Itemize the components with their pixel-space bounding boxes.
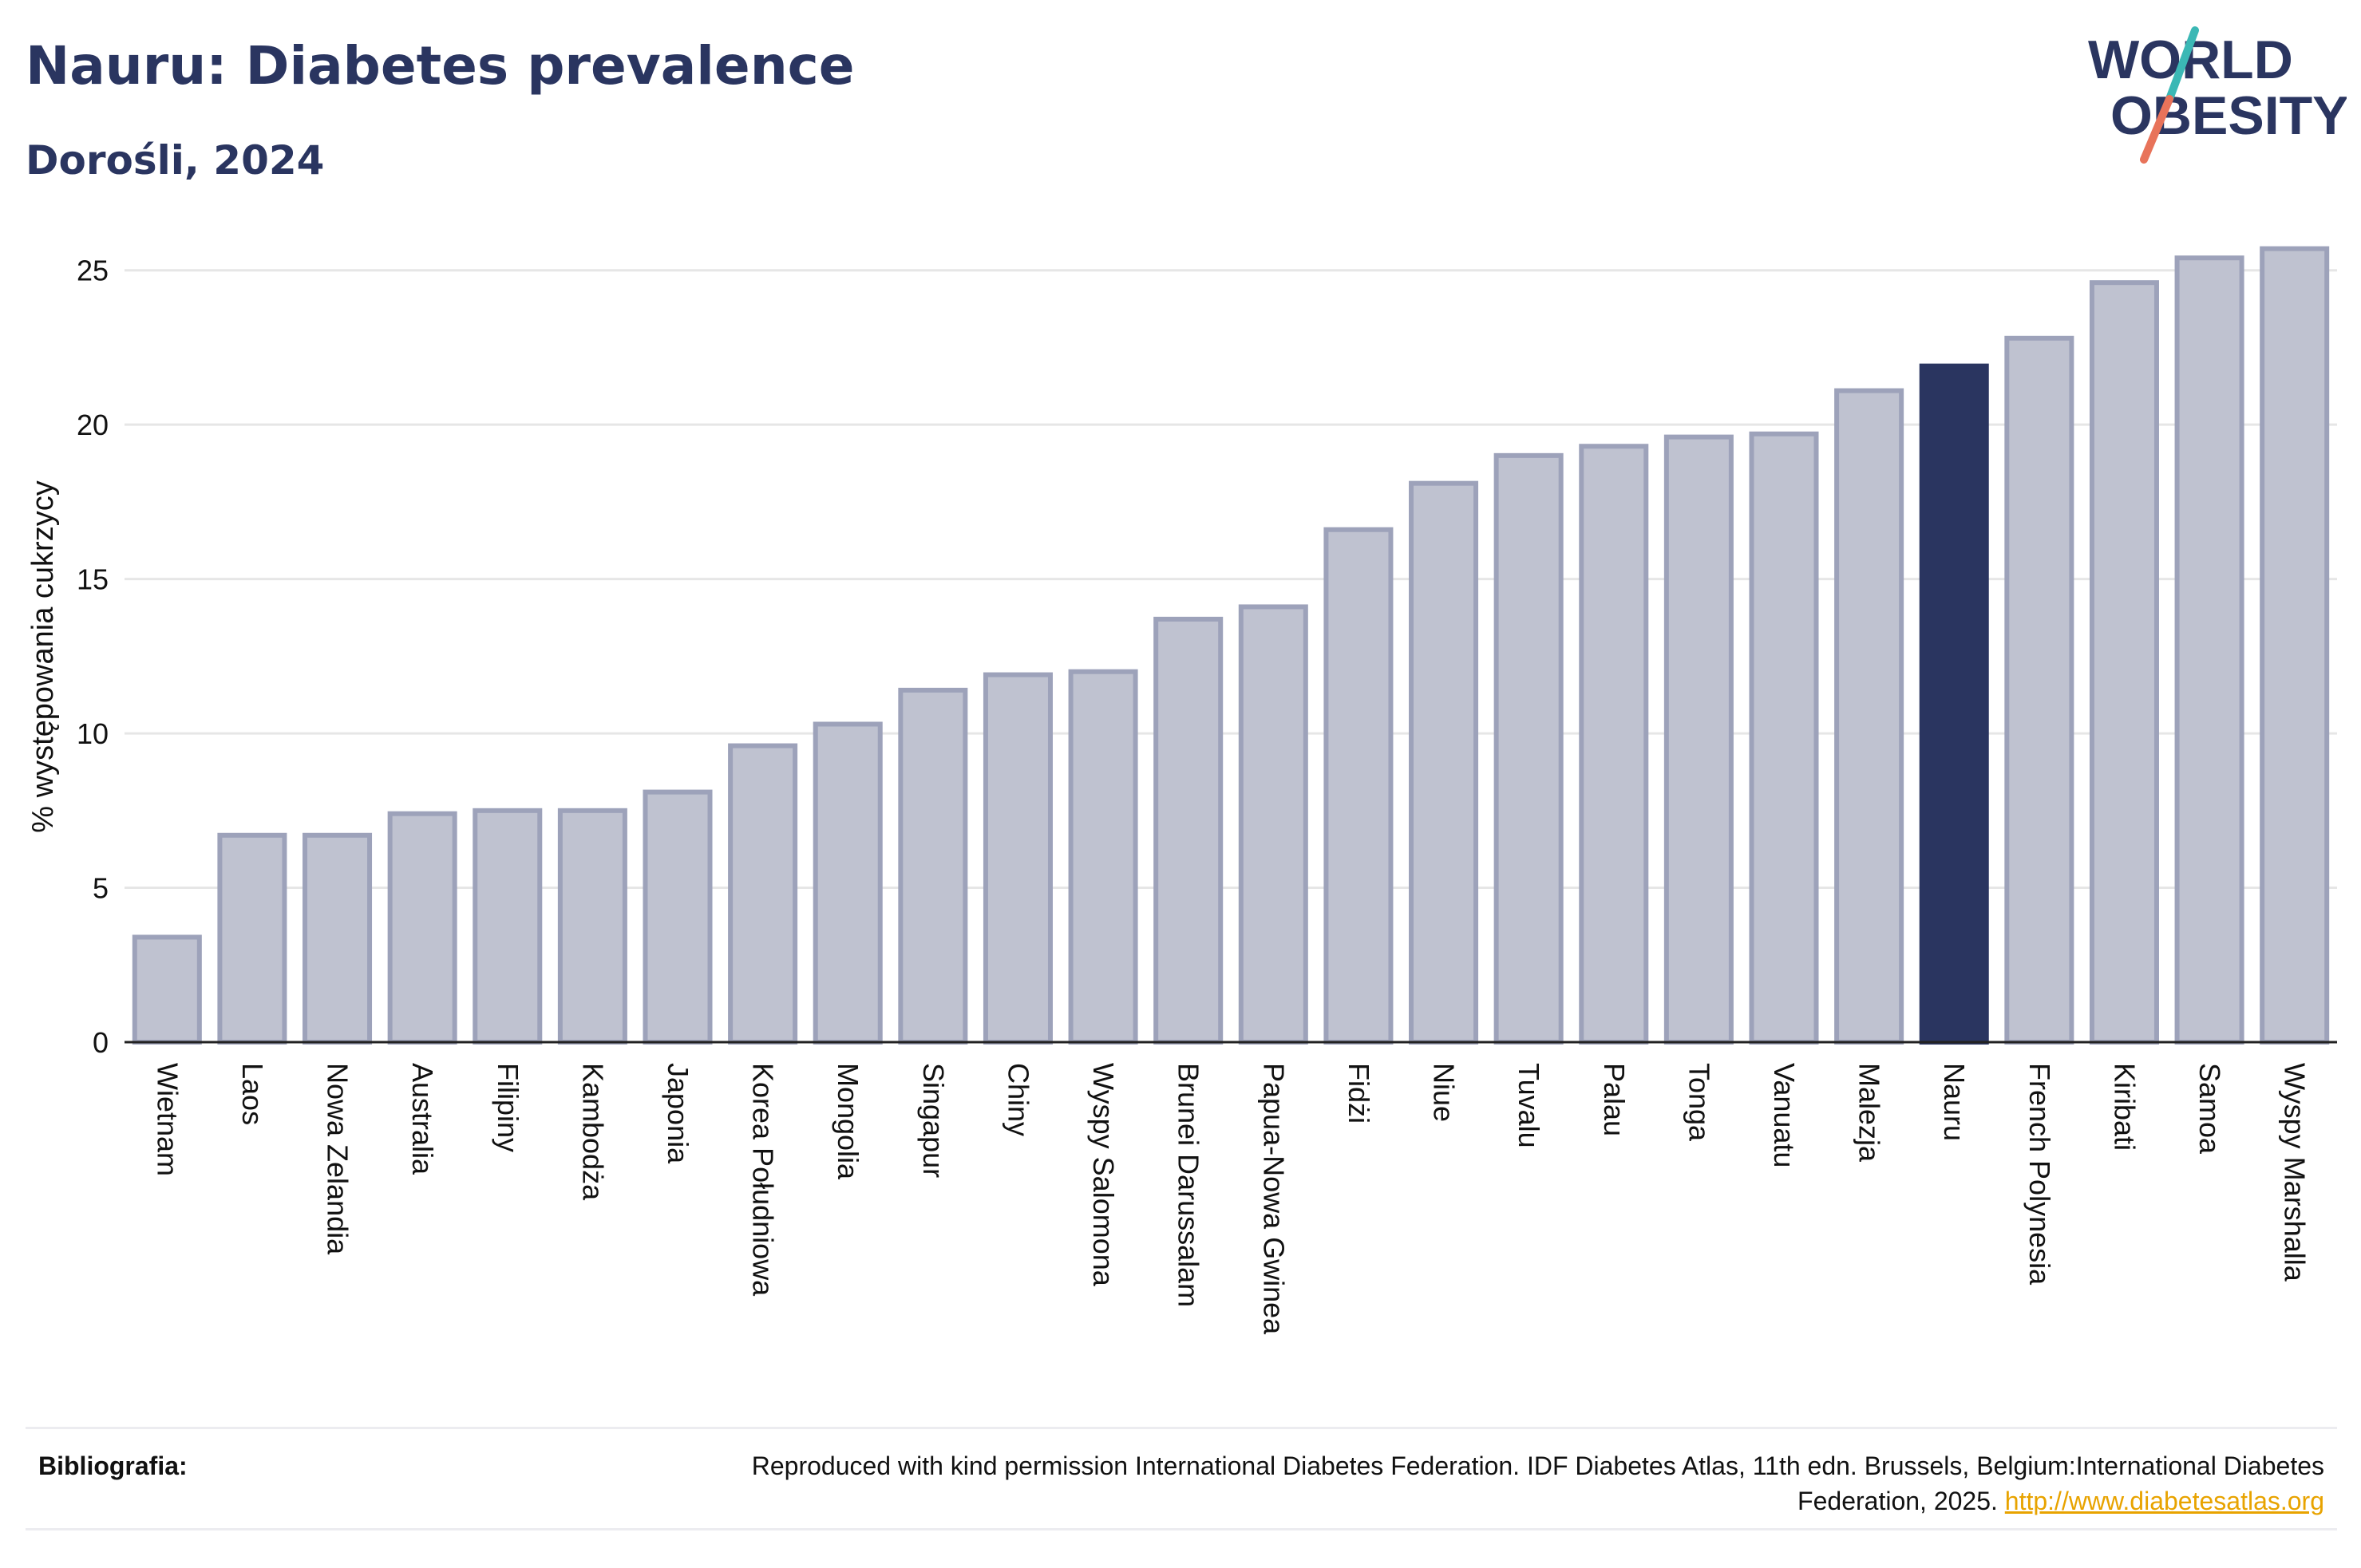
- y-tick-label: 5: [93, 872, 109, 905]
- x-tick-label: Tuvalu: [1513, 1063, 1545, 1148]
- x-tick-label: Papua-Nowa Gwinea: [1257, 1063, 1290, 1335]
- bar-chiny[interactable]: [983, 672, 1053, 1045]
- bar-french-polynesia[interactable]: [2004, 335, 2074, 1045]
- y-tick-label: 10: [77, 717, 109, 750]
- x-tick-label: Niue: [1428, 1063, 1461, 1122]
- x-tick-label: Palau: [1598, 1063, 1631, 1136]
- y-tick-label: 20: [77, 409, 109, 441]
- bar-kiribati[interactable]: [2089, 280, 2159, 1045]
- footer: Bibliografia: Reproduced with kind permi…: [26, 1427, 2337, 1530]
- bar-palau[interactable]: [1579, 444, 1649, 1045]
- chart-title: Nauru: Diabetes prevalence: [26, 35, 855, 97]
- world-obesity-logo: WORLD OBESITY: [2088, 26, 2347, 164]
- x-tick-label: Mongolia: [832, 1063, 864, 1180]
- bar-malezja[interactable]: [1834, 388, 1904, 1045]
- logo-slash-coral: [2140, 95, 2173, 164]
- bar-filipiny[interactable]: [473, 808, 543, 1045]
- y-tick-label: 0: [93, 1026, 109, 1059]
- footer-label: Bibliografia:: [38, 1451, 188, 1480]
- bar-chart: 0 5 10 15 20 25 Wietnam Laos Nowa Zelandia Austr…: [26, 246, 2337, 1335]
- bar-tuvalu[interactable]: [1493, 452, 1564, 1045]
- bar-japonia[interactable]: [643, 789, 713, 1045]
- citation-text: Reproduced with kind permission Internat…: [751, 1451, 2324, 1515]
- bar-korea-po-udniowa[interactable]: [728, 743, 798, 1045]
- bars: [132, 246, 2330, 1045]
- bar-nauru[interactable]: [1919, 363, 1989, 1045]
- x-tick-label: Fidżi: [1343, 1063, 1375, 1124]
- bar-tonga[interactable]: [1663, 434, 1734, 1045]
- x-tick-label: Filipiny: [492, 1063, 524, 1152]
- footer-citation: Reproduced with kind permission Internat…: [648, 1448, 2324, 1519]
- bar-papua-nowa-gwinea[interactable]: [1238, 604, 1308, 1045]
- x-tick-label: Australia: [406, 1063, 439, 1175]
- x-tick-label: Kambodża: [576, 1063, 609, 1201]
- x-tick-label: Wyspy Salomona: [1087, 1063, 1120, 1287]
- x-tick-label: Nauru: [1938, 1063, 1971, 1141]
- bar-vanuatu[interactable]: [1749, 431, 1819, 1045]
- x-tick-label: Brunei Darussalam: [1173, 1063, 1205, 1307]
- bar-singapur[interactable]: [898, 687, 968, 1045]
- x-tick-label: Japonia: [662, 1063, 694, 1164]
- bar-australia[interactable]: [387, 811, 457, 1045]
- bar-wyspy-marshalla[interactable]: [2260, 246, 2330, 1045]
- bar-fid-i[interactable]: [1323, 527, 1394, 1045]
- bar-wietnam[interactable]: [132, 934, 202, 1045]
- bar-kambod-a[interactable]: [557, 808, 627, 1045]
- bar-samoa[interactable]: [2174, 255, 2244, 1045]
- bar-mongolia[interactable]: [813, 721, 883, 1045]
- y-axis-label: % występowania cukrzycy: [26, 480, 60, 832]
- x-tick-label: Chiny: [1002, 1063, 1034, 1136]
- x-tick-label: Samoa: [2193, 1063, 2226, 1155]
- y-tick-label: 25: [77, 255, 109, 287]
- x-tick-label: Wietnam: [151, 1063, 184, 1176]
- chart-subtitle: Dorośli, 2024: [26, 137, 325, 184]
- x-tick-label: Singapur: [917, 1063, 950, 1178]
- bar-wyspy-salomona[interactable]: [1068, 669, 1138, 1045]
- x-tick-label: Laos: [236, 1063, 269, 1125]
- x-tick-label: Korea Południowa: [747, 1063, 780, 1297]
- logo-slash-teal: [2165, 26, 2199, 103]
- bar-laos[interactable]: [217, 832, 287, 1045]
- x-tick-label: Malezja: [1853, 1063, 1886, 1163]
- x-tick-label: French Polynesia: [2023, 1063, 2056, 1286]
- x-tick-label: Vanuatu: [1768, 1063, 1801, 1167]
- bar-brunei-darussalam[interactable]: [1153, 616, 1224, 1045]
- y-tick-label: 15: [77, 563, 109, 596]
- x-tick-label: Nowa Zelandia: [322, 1063, 354, 1255]
- y-tick-labels: 0 5 10 15 20 25: [77, 255, 109, 1059]
- x-tick-label: Kiribati: [2108, 1063, 2141, 1151]
- x-tick-label: Wyspy Marshalla: [2279, 1063, 2312, 1282]
- x-tick-label: Tonga: [1683, 1063, 1715, 1142]
- citation-link[interactable]: http://www.diabetesatlas.org: [2004, 1487, 2324, 1515]
- bar-nowa-zelandia[interactable]: [303, 832, 373, 1045]
- bar-niue[interactable]: [1409, 480, 1479, 1045]
- x-tick-labels: Wietnam Laos Nowa Zelandia Australia Filipin…: [151, 1063, 2311, 1335]
